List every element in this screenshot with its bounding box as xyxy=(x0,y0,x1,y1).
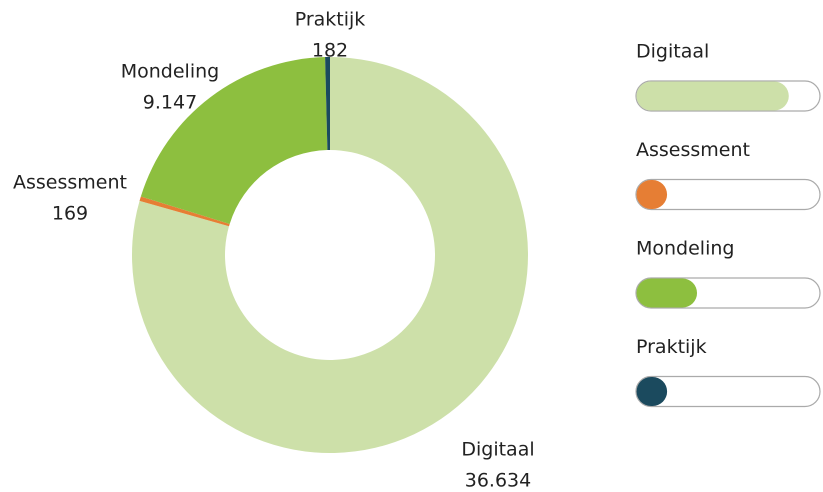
slice-value: 182 xyxy=(312,40,348,62)
legend-fill xyxy=(636,278,698,308)
slice-label: Mondeling xyxy=(121,61,219,83)
legend-fill xyxy=(636,81,789,111)
slice-value: 169 xyxy=(52,203,88,225)
donut-slice xyxy=(325,57,330,151)
donut-slice xyxy=(140,57,328,224)
legend-label: Mondeling xyxy=(636,238,734,260)
slice-label: Digitaal xyxy=(461,439,534,461)
legend-label: Praktijk xyxy=(636,336,707,358)
slice-label: Assessment xyxy=(13,172,127,194)
donut-slice xyxy=(139,196,230,227)
legend-toggle[interactable] xyxy=(635,375,821,408)
slice-label: Praktijk xyxy=(295,9,366,31)
legend-label: Assessment xyxy=(636,139,750,161)
legend-toggle[interactable] xyxy=(635,178,821,211)
donut-slice xyxy=(132,57,528,454)
slice-value: 36.634 xyxy=(465,470,531,492)
slice-value: 9.147 xyxy=(143,92,197,114)
legend-label: Digitaal xyxy=(636,41,709,63)
legend-fill xyxy=(636,180,668,209)
legend-fill xyxy=(636,377,668,406)
